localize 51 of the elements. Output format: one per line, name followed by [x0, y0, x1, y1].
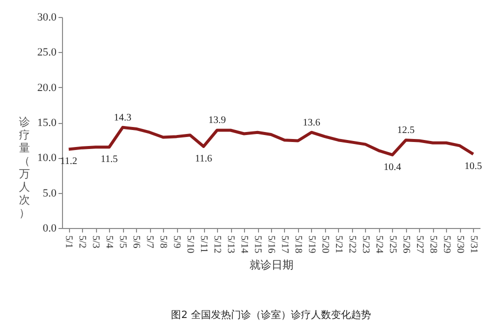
- x-tick-label: 5/9: [171, 236, 182, 248]
- x-tick-label: 5/5: [117, 236, 128, 248]
- caption: 图2 全国发热门诊（诊室）诊疗人数变化趋势: [171, 308, 371, 321]
- x-tick-label: 5/22: [346, 236, 358, 254]
- x-tick-label: 5/16: [266, 236, 276, 254]
- x-tick-label: 5/11: [198, 236, 210, 253]
- data-label: 10.5: [464, 161, 482, 172]
- data-label: 13.9: [208, 115, 226, 126]
- x-tick-label: 5/31: [468, 236, 479, 254]
- data-label: 11.2: [60, 156, 78, 168]
- data-label: 14.3: [114, 112, 132, 124]
- y-tick-label: 20.0: [37, 82, 57, 94]
- x-tick-label: 5/14: [238, 236, 250, 254]
- x-tick-label: 5/30: [454, 236, 466, 254]
- data-label: 12.5: [397, 125, 415, 136]
- y-tick-label: 0.0: [42, 222, 57, 234]
- x-tick-label: 5/29: [440, 236, 452, 254]
- x-tick-label: 5/15: [252, 236, 264, 254]
- y-tick-label: 15.0: [37, 117, 57, 129]
- x-tick-label: 5/13: [225, 236, 236, 254]
- data-label: 11.5: [100, 154, 118, 166]
- x-tick-label: 5/25: [386, 236, 398, 254]
- data-label: 13.6: [302, 117, 320, 128]
- y-tick-label: 25.0: [37, 46, 57, 59]
- x-tick-label: 5/4: [104, 236, 115, 248]
- data-label: 11.6: [195, 153, 212, 164]
- y-tick-label: 30.0: [37, 12, 57, 24]
- x-tick-label: 5/18: [292, 236, 304, 254]
- x-tick-label: 5/12: [212, 236, 223, 254]
- x-tick-label: 5/20: [319, 236, 330, 254]
- x-axis-title: 就诊日期: [250, 258, 294, 272]
- x-tick-label: 5/23: [360, 236, 371, 254]
- x-tick-label: 5/7: [144, 236, 156, 248]
- x-tick-label: 5/2: [76, 236, 88, 248]
- x-tick-label: 5/28: [427, 236, 438, 254]
- x-tick-label: 5/21: [332, 236, 344, 254]
- y-tick-label: 10.0: [37, 152, 57, 164]
- data-label: 10.4: [384, 162, 402, 173]
- x-tick-label: 5/3: [90, 236, 102, 248]
- x-tick-label: 5/26: [400, 236, 412, 254]
- x-tick-label: 5/6: [130, 236, 142, 248]
- x-tick-label: 5/8: [158, 236, 169, 248]
- y-tick-label: 5.0: [42, 187, 57, 200]
- x-tick-label: 5/1: [63, 236, 74, 248]
- x-tick-label: 5/10: [184, 236, 196, 254]
- x-tick-label: 5/24: [373, 236, 384, 254]
- line-series: [67, 126, 475, 156]
- x-tick-label: 5/19: [306, 236, 317, 254]
- x-tick-label: 5/17: [278, 236, 290, 254]
- y-axis-title: 诊疗量（万人次）: [19, 116, 30, 220]
- x-tick-label: 5/27: [414, 236, 425, 254]
